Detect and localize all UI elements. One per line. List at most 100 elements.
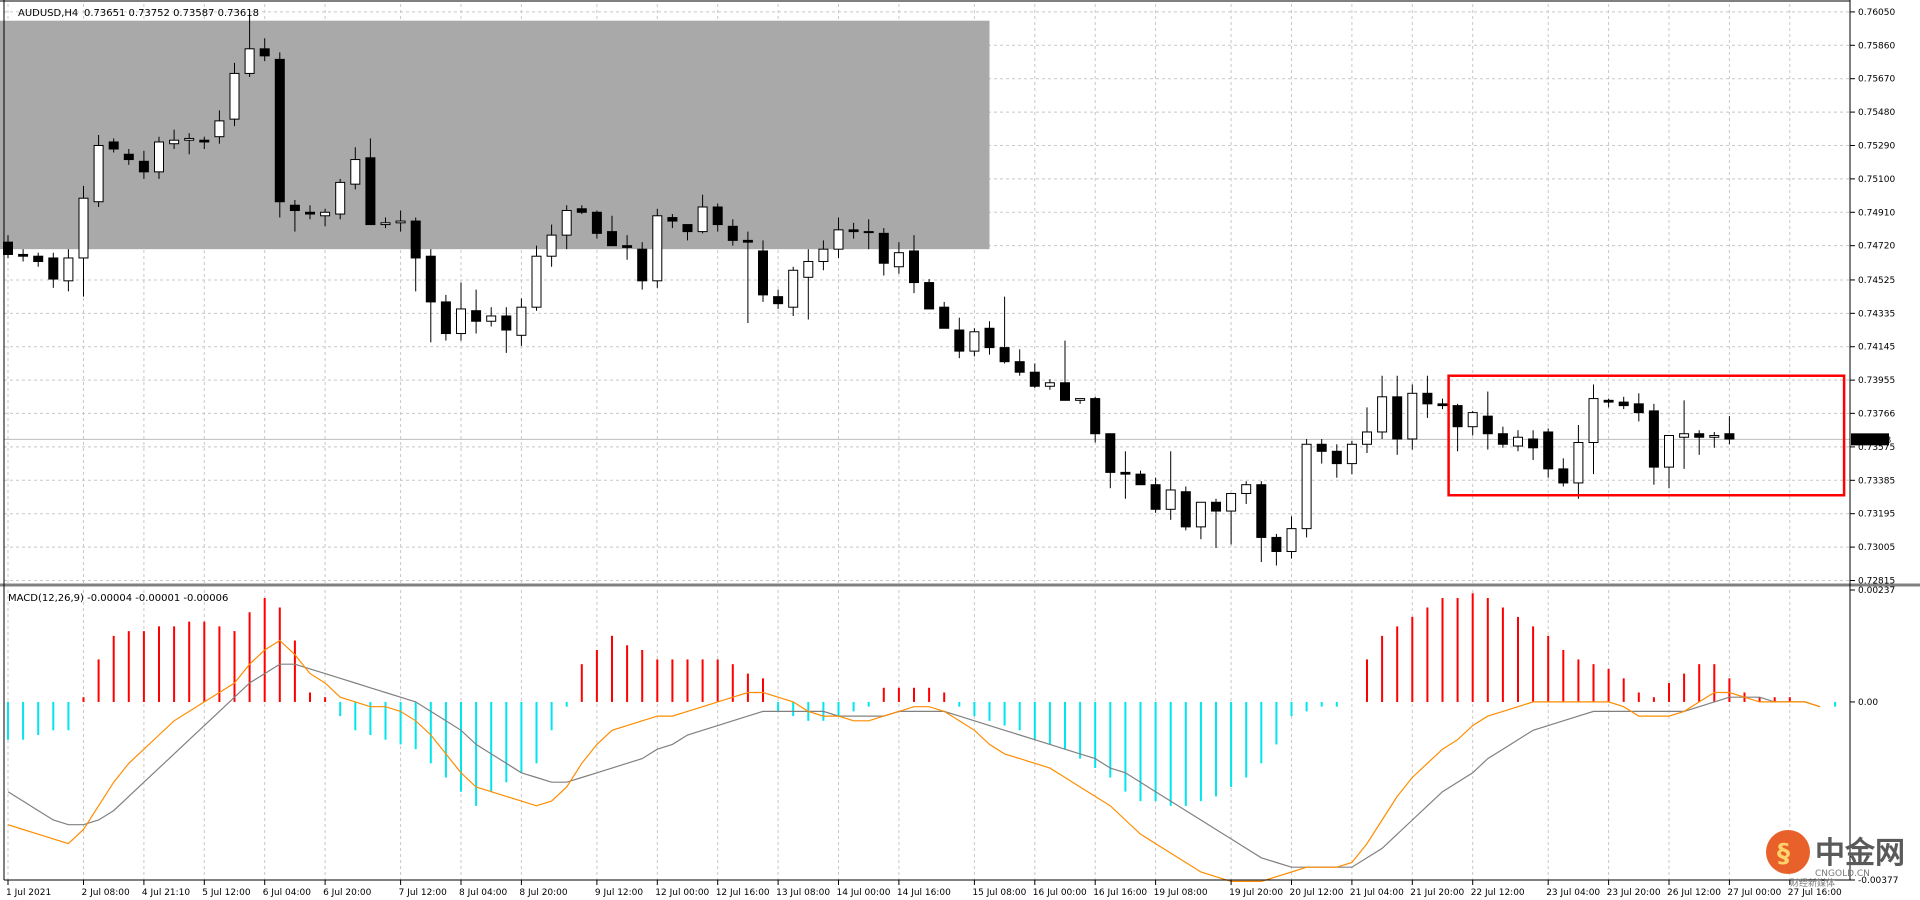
candle-body <box>259 48 270 57</box>
candle-body <box>350 159 361 185</box>
candle <box>214 110 225 144</box>
candle <box>154 136 164 179</box>
price-tick-label: 0.76050 <box>1858 8 1895 18</box>
candle-body <box>1271 536 1282 552</box>
candle <box>954 317 965 359</box>
candle-body <box>682 224 693 233</box>
candle-body <box>1497 433 1508 445</box>
candle <box>1362 407 1372 454</box>
candle <box>1513 430 1523 452</box>
ohlc-values: 0.73651 0.73752 0.73587 0.73618 <box>84 8 259 19</box>
candle <box>169 129 180 149</box>
current-price-tag-bg <box>1851 433 1889 446</box>
candle <box>1497 426 1508 448</box>
watermark-tagline: 财经新媒体 <box>1790 877 1835 889</box>
candle <box>697 194 708 234</box>
candle <box>1603 398 1614 408</box>
candle-body <box>1226 492 1237 512</box>
candle <box>1618 396 1629 410</box>
candle-body <box>93 144 104 203</box>
candle <box>199 136 210 149</box>
time-tick-label: 16 Jul 16:00 <box>1093 888 1147 898</box>
candle-body <box>1180 491 1191 528</box>
candles[interactable] <box>3 13 1735 566</box>
candle <box>184 133 195 155</box>
candle <box>546 224 557 267</box>
candle-body <box>1256 484 1267 538</box>
time-tick-label: 27 Jul 00:00 <box>1727 888 1781 898</box>
candle-body <box>410 220 421 259</box>
candle <box>516 298 527 346</box>
candle <box>1135 470 1146 486</box>
candle-body <box>456 308 466 335</box>
time-tick-label: 12 Jul 16:00 <box>716 888 770 898</box>
candle-body <box>1301 443 1312 530</box>
candle-body <box>561 210 572 236</box>
candle <box>878 228 889 276</box>
candle-body <box>1075 398 1086 401</box>
candle-body <box>1407 392 1418 440</box>
candle <box>1573 424 1584 499</box>
candle-body <box>1211 501 1221 512</box>
candle <box>1226 492 1237 545</box>
candle-body <box>591 211 602 234</box>
candle-body <box>18 253 29 257</box>
time-tick-label: 5 Jul 12:00 <box>202 888 251 898</box>
candle-body <box>863 231 874 234</box>
price-tick-label: 0.75100 <box>1858 175 1895 185</box>
candle <box>1029 363 1040 389</box>
time-tick-label: 23 Jul 04:00 <box>1546 888 1600 898</box>
candle <box>909 235 919 294</box>
watermark-subtext: CNGOLD.CN <box>1815 869 1870 879</box>
consolidation-highlight-box <box>1447 374 1846 497</box>
price-tick-label: 0.74720 <box>1858 242 1895 252</box>
candle-body <box>1029 371 1040 387</box>
price-tick-label: 0.73385 <box>1858 476 1895 486</box>
pane-frames <box>0 0 1920 881</box>
price-tick-label: 0.74335 <box>1858 309 1895 319</box>
candle <box>1452 403 1463 452</box>
candle <box>1664 434 1674 489</box>
candle <box>1150 477 1161 513</box>
candle-body <box>1422 392 1433 405</box>
candle-body <box>33 255 44 262</box>
price-tick-label: 0.74145 <box>1858 343 1895 353</box>
candle-body <box>878 232 889 264</box>
candle-body <box>833 229 844 250</box>
candle-body <box>1513 436 1523 447</box>
candle <box>259 38 270 62</box>
candle-body <box>1377 396 1388 433</box>
candle <box>78 185 89 297</box>
candle <box>1407 384 1418 450</box>
candle-body <box>380 222 391 226</box>
candle-body <box>531 255 542 308</box>
candle-body <box>1467 412 1478 428</box>
time-tick-label: 6 Jul 04:00 <box>263 888 312 898</box>
candle-body <box>471 310 482 322</box>
candle <box>1437 398 1448 410</box>
time-tick-label: 1 Jul 2021 <box>6 888 51 898</box>
candle-body <box>1679 433 1690 438</box>
candle <box>244 13 255 77</box>
candle-body <box>1452 405 1463 428</box>
candle <box>1392 375 1403 455</box>
candle <box>486 307 497 327</box>
candle <box>984 321 995 355</box>
svg-text:§: § <box>1777 839 1790 869</box>
time-tick-label: 15 Jul 08:00 <box>972 888 1026 898</box>
watermark-logo-icon <box>1766 830 1810 874</box>
candle-body <box>1014 361 1025 373</box>
candle <box>848 222 859 239</box>
macd-axis: 0.00237 0.00 -0.00377 <box>1850 586 1898 886</box>
candle-body <box>697 206 708 233</box>
candle <box>758 240 768 302</box>
price-tick-label: 0.73766 <box>1858 409 1895 419</box>
candle-body <box>546 234 557 257</box>
candle-body <box>939 306 950 329</box>
candle <box>1195 501 1206 540</box>
candle-body <box>1724 433 1735 440</box>
candle <box>1528 430 1539 461</box>
candle-body <box>1392 396 1403 440</box>
candle-body <box>1105 433 1116 473</box>
